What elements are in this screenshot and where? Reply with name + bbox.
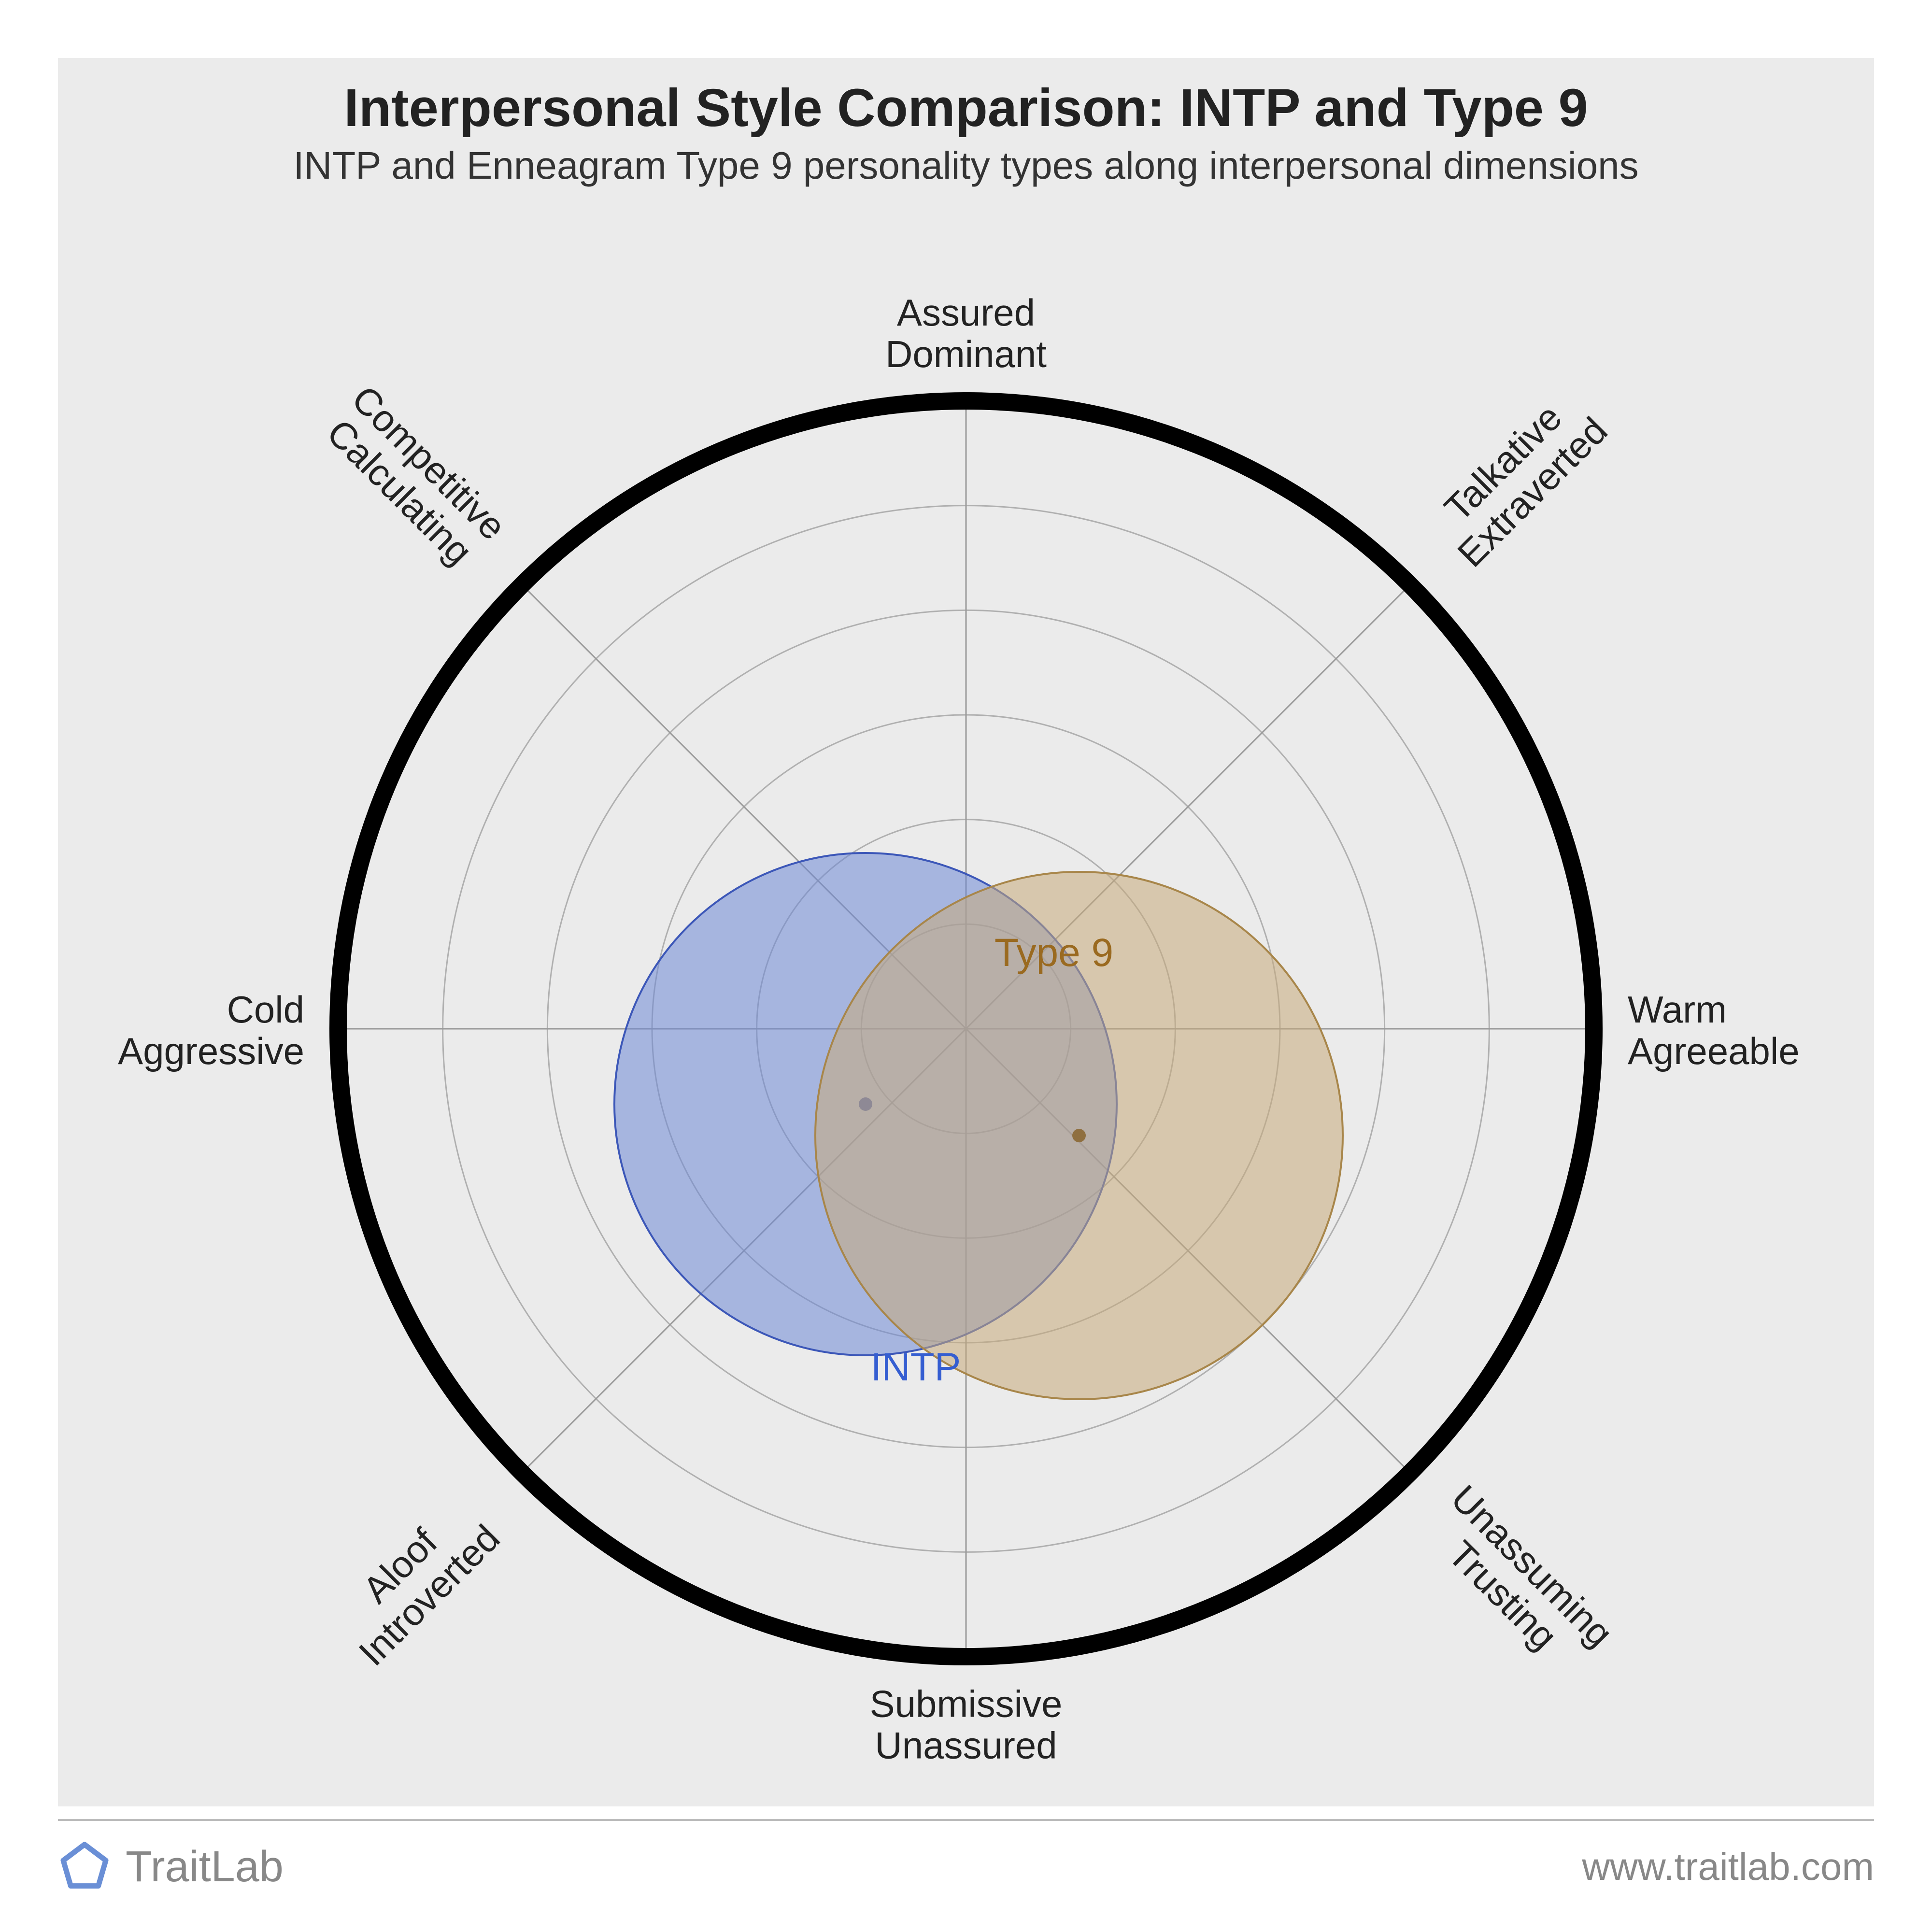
axis-label: Submissive xyxy=(870,1683,1063,1725)
axis-label: Warm xyxy=(1628,988,1727,1031)
plot-area: Interpersonal Style Comparison: INTP and… xyxy=(58,58,1874,1806)
footer-left: TraitLab xyxy=(58,1840,284,1893)
axis-label: Agreeable xyxy=(1628,1030,1800,1072)
axis-label: Aggressive xyxy=(118,1030,304,1072)
page-root: Interpersonal Style Comparison: INTP and… xyxy=(0,0,1932,1932)
brand-url: www.traitlab.com xyxy=(1582,1845,1874,1889)
footer-divider xyxy=(58,1819,1874,1821)
axis-label: Dominant xyxy=(885,333,1047,375)
brand-logo-icon xyxy=(58,1840,111,1893)
axis-label-group: AloofIntroverted xyxy=(321,1487,508,1674)
series-center-type9 xyxy=(1072,1129,1086,1142)
footer: TraitLab www.traitlab.com xyxy=(58,1831,1874,1903)
axis-label: Unassured xyxy=(875,1724,1057,1766)
circumplex-chart: INTP Type 9 DominantAssured ExtravertedTalk… xyxy=(58,58,1874,1806)
axis-label: Cold xyxy=(227,988,304,1031)
series-label-type9: Type 9 xyxy=(994,931,1113,975)
axis-label: Assured xyxy=(897,291,1035,334)
axis-label-group: CalculatingCompetitive xyxy=(314,377,514,577)
brand-name: TraitLab xyxy=(126,1842,284,1892)
series-label-intp: INTP xyxy=(871,1345,961,1389)
axis-label-group: UnassumingTrusting xyxy=(1414,1477,1621,1684)
axis-label-group: ExtravertedTalkative xyxy=(1420,380,1616,575)
